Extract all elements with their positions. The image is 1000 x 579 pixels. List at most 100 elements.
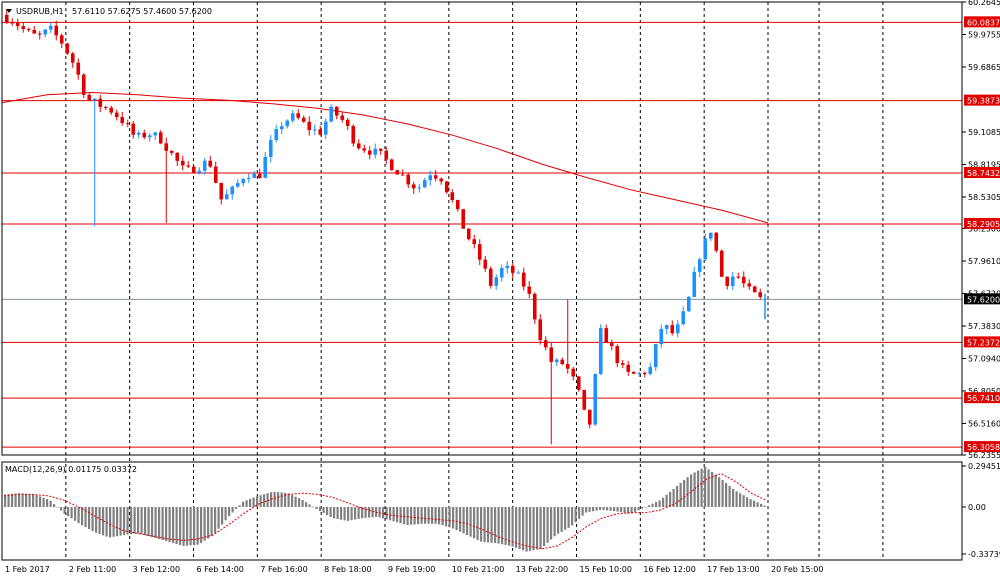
price-tick-label: 57.3830 [968, 322, 1000, 331]
macd-bar [714, 474, 717, 508]
candle-body [175, 152, 180, 161]
time-label: 10 Feb 21:00 [452, 565, 504, 574]
candle-body [747, 283, 752, 287]
moving-average [1, 91, 769, 224]
macd-bar [130, 507, 133, 535]
macd-bar [84, 507, 87, 528]
macd-bar [42, 497, 45, 508]
time-label: 17 Feb 13:00 [707, 565, 759, 574]
price-tick-label: 57.0940 [968, 354, 1000, 363]
macd-bar [182, 507, 185, 546]
macd-bar [133, 507, 136, 534]
macd-bar [39, 496, 42, 508]
macd-bar [305, 502, 308, 508]
macd-bar [672, 488, 675, 508]
macd-bar [98, 507, 101, 535]
macd-bar [63, 507, 66, 514]
macd-bar [287, 493, 290, 508]
macd-bar [81, 507, 84, 526]
candle-body [202, 160, 207, 171]
macd-bar [357, 507, 360, 519]
macd-bar [455, 507, 458, 531]
candle-body [758, 292, 763, 298]
macd-bar [186, 507, 189, 546]
macd-label: MACD(12,26,9) 0.01175 0.03372 [5, 465, 137, 474]
macd-bar [571, 507, 574, 526]
candle-body [664, 325, 669, 329]
macd-bar [193, 507, 196, 546]
macd-bar [539, 507, 542, 549]
macd-bar [448, 507, 451, 528]
candle-body [59, 35, 64, 44]
time-label: 1 Feb 2017 [5, 565, 50, 574]
macd-bar [501, 507, 504, 545]
macd-bar [406, 507, 409, 526]
macd-bar [326, 507, 329, 515]
candle-body [312, 129, 317, 131]
candle-body [76, 62, 81, 75]
macd-bar [700, 468, 703, 508]
candle-body [543, 340, 548, 348]
macd-bar [707, 469, 710, 508]
candle-body [109, 107, 114, 113]
candle-body [510, 265, 515, 273]
candle-body [411, 184, 416, 189]
macd-bar [627, 507, 630, 514]
candle-body [103, 106, 108, 108]
time-axis: 1 Feb 2017 2 Feb 11:00 3 Feb 12:00 6 Feb 14… [5, 565, 823, 574]
candle-body [703, 238, 708, 260]
candle-body [340, 115, 345, 120]
macd-bar [578, 507, 581, 519]
macd-bar [280, 492, 283, 508]
macd-bar [445, 507, 448, 527]
macd-bar [585, 507, 588, 513]
macd-bar [389, 507, 392, 521]
macd-bar [620, 507, 623, 513]
candle-body [752, 286, 757, 293]
candle-body [15, 22, 20, 27]
macd-bar [77, 507, 80, 524]
macd-bar [294, 496, 297, 508]
macd-bar [462, 507, 465, 534]
macd-bar [515, 507, 518, 548]
candle-body [54, 25, 59, 36]
macd-bar [550, 507, 553, 540]
candle-body [329, 106, 334, 122]
macd-bar [137, 507, 140, 534]
time-label: 7 Feb 16:00 [260, 565, 307, 574]
macd-bar [641, 507, 644, 509]
macd-bar [522, 507, 525, 551]
macd-bar [347, 507, 350, 521]
macd-bar [441, 507, 444, 526]
candle-body [620, 363, 625, 365]
candle-body [10, 22, 15, 24]
candle-body [48, 25, 53, 30]
candle-body [714, 232, 719, 251]
macd-bar [354, 507, 357, 520]
dropdown-triangle-icon[interactable] [6, 9, 12, 13]
macd-bar [746, 497, 749, 508]
macd-bar [536, 507, 539, 550]
candle-body [637, 372, 642, 374]
macd-bar [739, 493, 742, 508]
macd-bar [368, 507, 371, 518]
candle-body [477, 244, 482, 260]
candle-body [571, 368, 576, 377]
candle-body [26, 29, 31, 31]
candle-body [279, 126, 284, 130]
macd-bar [595, 507, 598, 511]
macd-bar [217, 507, 220, 529]
macd-bar [732, 488, 735, 508]
candle-body [98, 98, 103, 107]
macd-bar [319, 507, 322, 512]
candle-body [169, 150, 174, 153]
macd-bar [203, 507, 206, 541]
candle-body [532, 293, 537, 320]
macd-bar [147, 507, 150, 537]
price-labels: 60.0837 59.3873 58.7432 58.2905 57.2372 56.74… [964, 16, 1000, 453]
macd-bar [56, 507, 59, 508]
macd-bar [172, 507, 175, 544]
candle-body [274, 129, 279, 140]
time-label: 20 Feb 15:00 [771, 565, 823, 574]
